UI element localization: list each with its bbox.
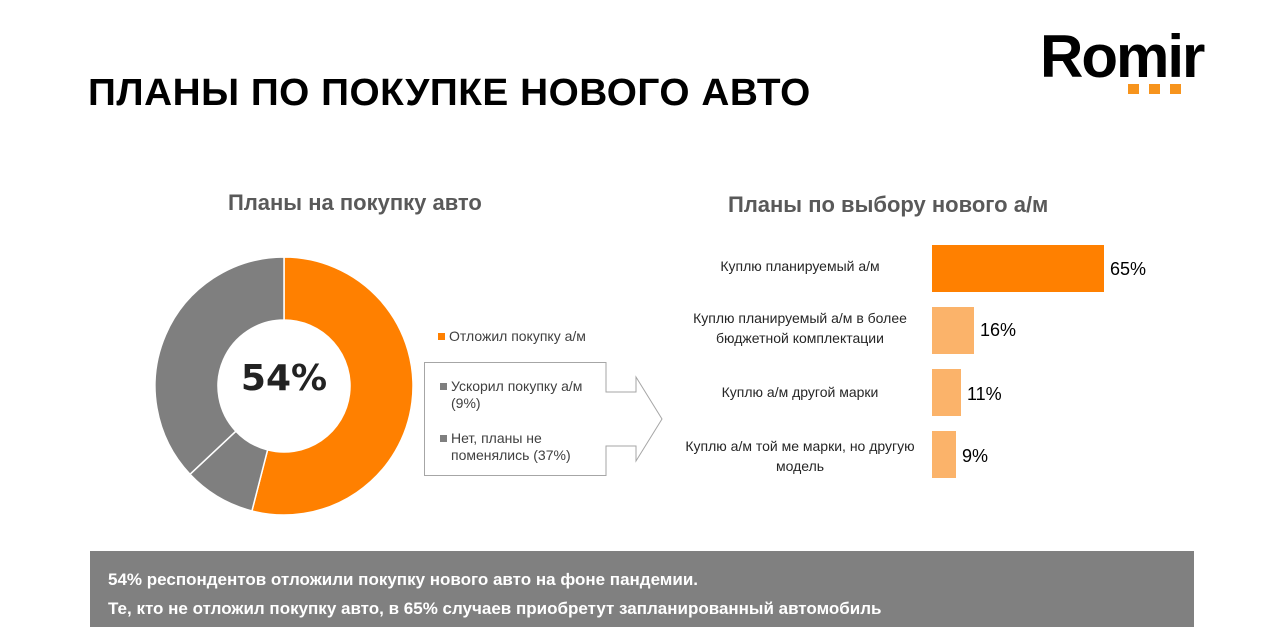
page-title: ПЛАНЫ ПО ПОКУПКЕ НОВОГО АВТО [88,72,811,114]
logo-text: Romir [1040,23,1205,90]
legend-item-accelerated: Ускорил покупку а/м (9%) [440,378,610,412]
arrow-callout-shape [424,362,663,476]
bar-row: Куплю а/м той ме марки, но другую модель… [0,430,1280,480]
legend-item-unchanged: Нет, планы не поменялись (37%) [440,430,610,464]
bar [932,431,956,478]
bar-label: Куплю а/м другой марки [721,384,879,400]
donut-chart-title: Планы на покупку авто [228,190,482,215]
bar-label: Куплю планируемый а/м [720,258,880,274]
bar-row: Куплю планируемый а/м 65% [0,244,1280,294]
bar-value: 9% [962,446,989,466]
romir-logo: Romir [1040,23,1240,98]
bar-row: Куплю планируемый а/м в более бюджетной … [0,306,1280,356]
summary-line-2: Те, кто не отложил покупку авто, в 65% с… [108,599,882,618]
summary-banner: 54% респондентов отложили покупку нового… [90,551,1194,627]
logo-dots-icon [1128,84,1181,94]
bar-chart-title: Планы по выбору нового а/м [728,192,1049,217]
bar [932,245,1104,292]
donut-chart [154,256,414,516]
bar-value: 65% [1110,259,1147,279]
donut-slice [251,256,414,516]
legend-label: Нет, планы не поменялись (37%) [451,430,571,463]
bar-value: 16% [980,320,1017,340]
bar-label: Куплю планируемый а/м в более бюджетной … [693,310,907,346]
legend-item-postponed: Отложил покупку а/м [438,328,586,344]
summary-line-1: 54% респондентов отложили покупку нового… [108,570,699,589]
bar-row: Куплю а/м другой марки 11% [0,368,1280,418]
legend-label: Отложил покупку а/м [449,328,586,344]
bar-label: Куплю а/м той ме марки, но другую модель [685,438,915,474]
bar [932,307,974,354]
legend-label: Ускорил покупку а/м (9%) [451,378,583,411]
legend-swatch-gray [440,435,447,442]
donut-slice [154,256,285,476]
bar-value: 11% [967,384,1002,404]
donut-center-label: 54% [240,358,328,399]
bar [932,369,961,416]
legend-swatch-orange [438,332,445,340]
legend-swatch-gray [440,383,447,390]
